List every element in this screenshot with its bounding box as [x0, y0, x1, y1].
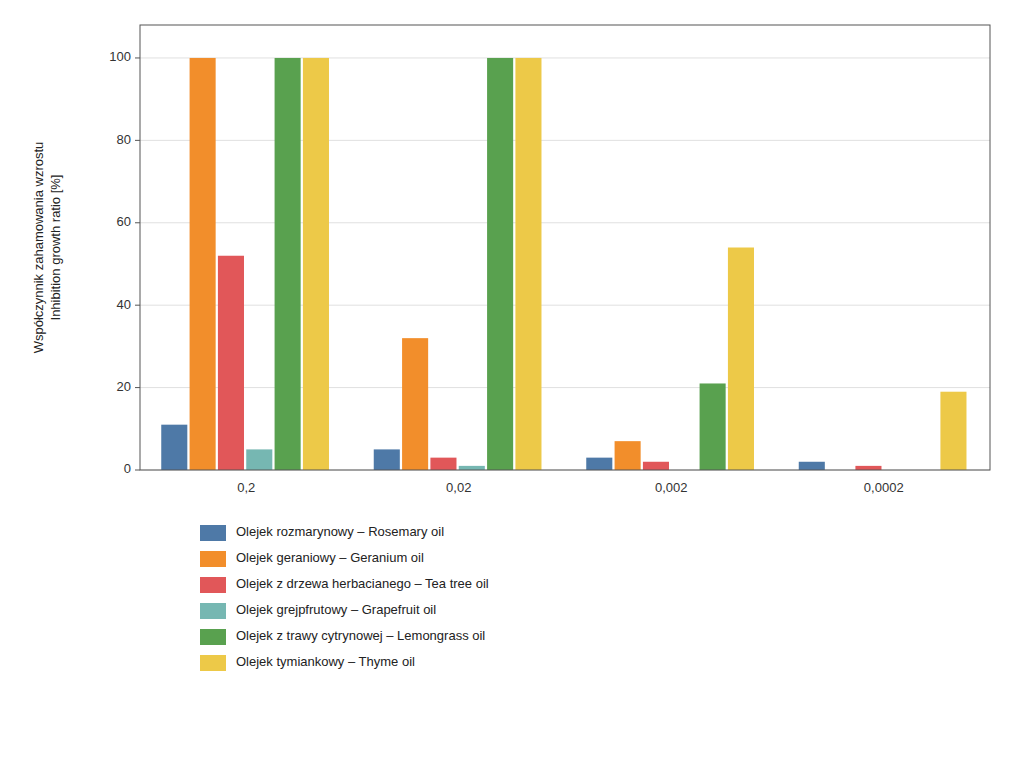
y-tick [135, 140, 140, 141]
y-label-line: Inhibition growth ratio [%] [48, 175, 63, 321]
grid-line [140, 387, 990, 388]
bar [374, 449, 400, 470]
y-tick-label: 20 [117, 379, 131, 394]
page: {"chart_data": { "type": "bar", "categor… [0, 0, 1024, 770]
chart: 0 20 40 60 80 100 0,2 0,02 0,002 0,0002 Współczynn… [0, 0, 1024, 770]
y-tick [135, 470, 140, 471]
y-tick [135, 387, 140, 388]
plot-frame [140, 25, 990, 470]
y-label: Współczynnik zahamowania wzrostuInhibiti… [31, 142, 63, 354]
y-tick [135, 305, 140, 306]
x-tick-label: 0,2 [237, 480, 255, 495]
bar [459, 466, 485, 470]
legend-swatch [200, 655, 226, 671]
bar [799, 462, 825, 470]
x-axis: 0,2 0,02 0,002 0,0002 [237, 480, 903, 495]
bar [855, 466, 881, 470]
legend-swatch [200, 577, 226, 593]
grid-line [140, 305, 990, 306]
y-tick-label: 40 [117, 297, 131, 312]
y-tick [135, 222, 140, 223]
legend-label: Olejek rozmarynowy – Rosemary oil [236, 524, 444, 539]
bar [515, 58, 541, 470]
x-tick-label: 0,002 [655, 480, 688, 495]
legend-swatch [200, 603, 226, 619]
legend-swatch [200, 629, 226, 645]
bar [643, 462, 669, 470]
bar [940, 392, 966, 470]
y-tick-label: 0 [124, 461, 131, 476]
bar [586, 458, 612, 470]
y-label-line: Współczynnik zahamowania wzrostu [31, 142, 46, 354]
bar [275, 58, 301, 470]
y-tick-label: 60 [117, 214, 131, 229]
x-tick-label: 0,0002 [864, 480, 904, 495]
bar [190, 58, 216, 470]
bars [161, 58, 966, 470]
grid-line [140, 57, 990, 58]
bar [402, 338, 428, 470]
bar [700, 383, 726, 470]
y-tick-label: 100 [109, 49, 131, 64]
legend-label: Olejek grejpfrutowy – Grapefruit oil [236, 602, 436, 617]
bar [161, 425, 187, 470]
bar [615, 441, 641, 470]
bar [430, 458, 456, 470]
legend-label: Olejek tymiankowy – Thyme oil [236, 654, 415, 669]
bar [487, 58, 513, 470]
bar [303, 58, 329, 470]
bar [218, 256, 244, 470]
legend-swatch [200, 551, 226, 567]
grid-line [140, 140, 990, 141]
grid [140, 58, 990, 470]
legend-label: Olejek geraniowy – Geranium oil [236, 550, 424, 565]
x-tick-label: 0,02 [446, 480, 471, 495]
legend: Olejek rozmarynowy – Rosemary oil Olejek … [200, 524, 489, 671]
bar [246, 449, 272, 470]
y-axis: 0 20 40 60 80 100 [109, 49, 140, 476]
legend-label: Olejek z trawy cytrynowej – Lemongrass o… [236, 628, 485, 643]
grid-line [140, 222, 990, 223]
bar [728, 248, 754, 471]
y-tick [135, 57, 140, 58]
legend-label: Olejek z drzewa herbacianego – Tea tree … [236, 576, 489, 591]
y-tick-label: 80 [117, 132, 131, 147]
legend-swatch [200, 525, 226, 541]
